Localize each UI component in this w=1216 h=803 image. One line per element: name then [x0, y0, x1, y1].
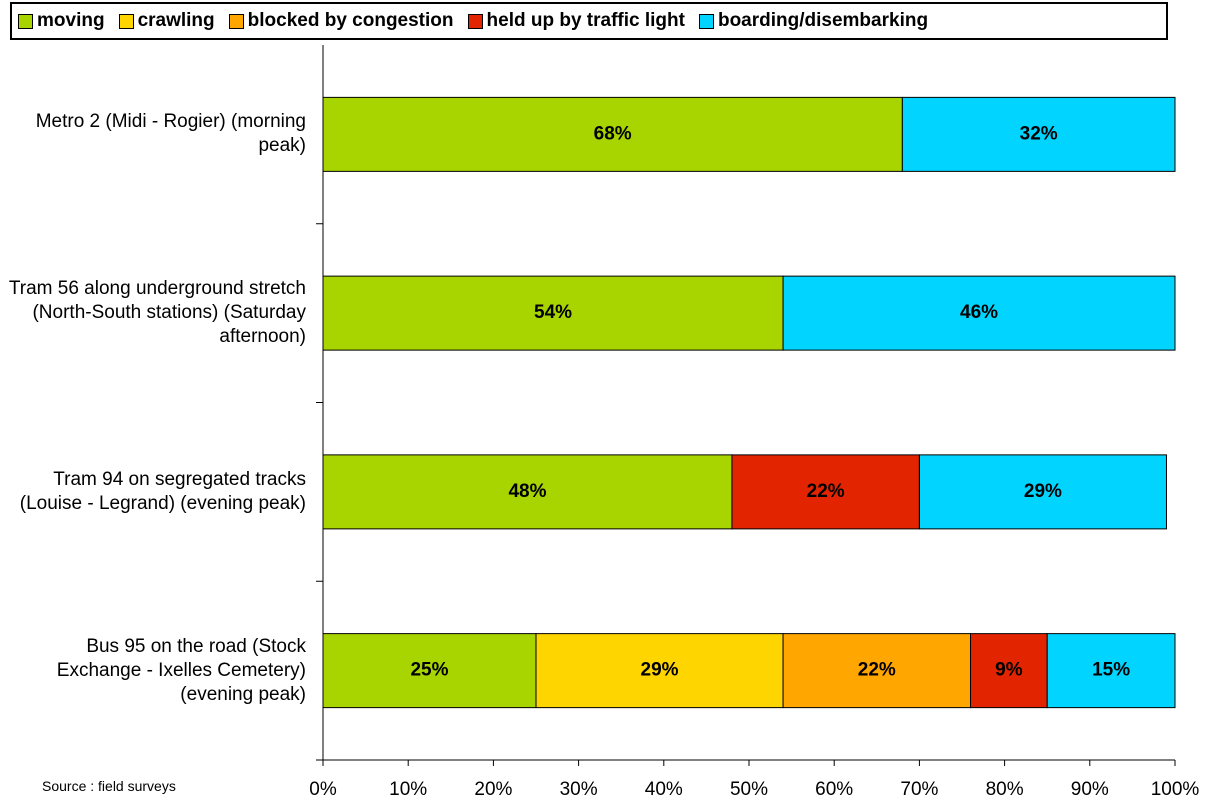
legend-item: crawling [118, 10, 215, 32]
x-tick-label: 70% [900, 779, 938, 800]
legend-item: moving [18, 10, 105, 32]
category-label: Bus 95 on the road (Stock Exchange - Ixe… [56, 635, 306, 705]
value-label: 46% [960, 302, 998, 323]
value-label: 22% [807, 481, 845, 502]
bar-segment [970, 633, 1048, 709]
x-tick-label: 80% [986, 779, 1024, 800]
x-tick-label: 100% [1151, 779, 1200, 800]
source-note: Source : field surveys [42, 778, 176, 794]
bar-segment [782, 633, 972, 709]
legend: moving crawling blocked by congestion held … [10, 2, 1168, 40]
legend-label: held up by traffic light [486, 10, 685, 31]
legend-label: crawling [137, 10, 215, 31]
category-label: Tram 56 along underground stretch (North… [8, 278, 306, 348]
x-tick-label: 40% [645, 779, 683, 800]
value-label: 54% [534, 302, 572, 323]
bar-segment [322, 633, 537, 709]
legend-swatch [18, 13, 33, 29]
value-label: 32% [1020, 123, 1058, 144]
value-label: 22% [858, 660, 896, 681]
legend-item: blocked by congestion [228, 10, 454, 32]
bar-segment [918, 454, 1167, 530]
value-label: 29% [641, 660, 679, 681]
legend-item: held up by traffic light [467, 10, 685, 32]
bar-segment [322, 454, 733, 530]
x-tick-label: 90% [1071, 779, 1109, 800]
category-label: Metro 2 (Midi - Rogier) (morning peak) [35, 111, 306, 157]
x-tick-label: 30% [560, 779, 598, 800]
legend-swatch [698, 13, 714, 29]
x-tick-label: 20% [474, 779, 512, 800]
value-label: 68% [594, 123, 632, 144]
category-label: Tram 94 on segregated tracks (Louise - L… [19, 468, 306, 514]
legend-swatch [467, 13, 483, 29]
legend-label: moving [37, 10, 105, 31]
bar-segment [731, 454, 920, 530]
bar-segment [782, 275, 1176, 351]
legend-swatch [228, 13, 244, 29]
bar-segment [901, 96, 1176, 172]
value-label: 29% [1024, 481, 1062, 502]
value-label: 48% [508, 481, 546, 502]
bar-segment [1046, 633, 1176, 709]
value-label: 25% [410, 660, 448, 681]
legend-label: blocked by congestion [247, 10, 454, 31]
x-tick-label: 50% [730, 779, 768, 800]
x-tick-label: 10% [389, 779, 427, 800]
x-tick-label: 0% [309, 779, 337, 800]
bar-segment [322, 275, 784, 351]
legend-item: boarding/disembarking [698, 10, 929, 32]
x-tick-label: 60% [815, 779, 853, 800]
value-label: 9% [995, 660, 1023, 681]
legend-label: boarding/disembarking [717, 10, 929, 31]
bar-segment [535, 633, 784, 709]
legend-swatch [118, 13, 134, 29]
value-label: 15% [1092, 660, 1130, 681]
